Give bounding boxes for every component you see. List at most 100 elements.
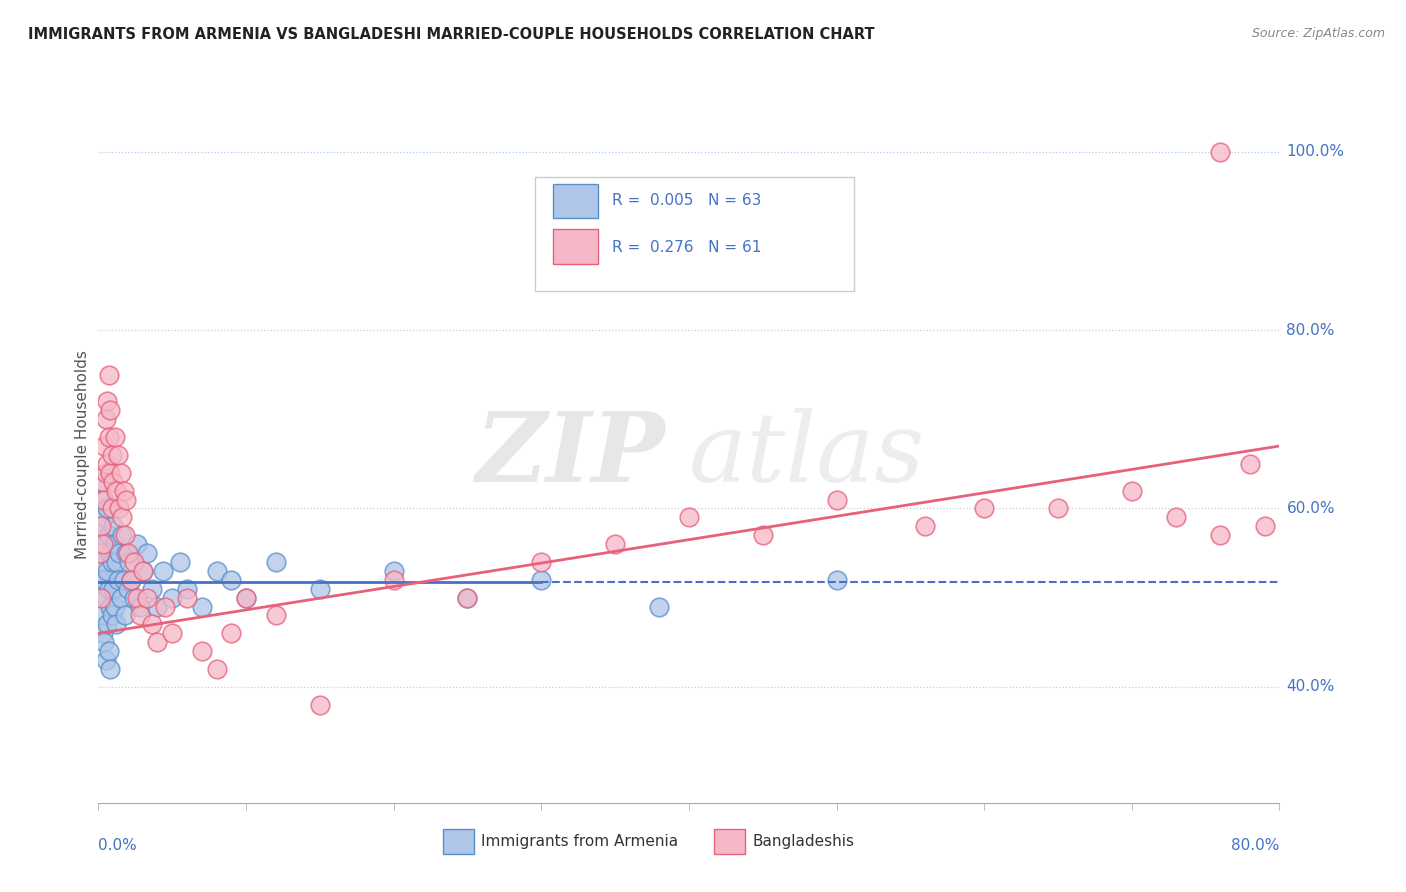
Y-axis label: Married-couple Households: Married-couple Households: [75, 351, 90, 559]
Point: [128, 599, 150, 614]
Point: [382, 564, 405, 578]
Point: [605, 537, 627, 551]
Point: [100, 608, 122, 623]
Point: [132, 564, 155, 578]
Text: 80.0%: 80.0%: [1286, 323, 1334, 337]
Point: [309, 698, 332, 712]
Point: [152, 564, 174, 578]
Text: R =  0.276   N = 61: R = 0.276 N = 61: [612, 240, 762, 255]
Point: [235, 591, 257, 605]
Point: [110, 466, 132, 480]
Point: [90, 546, 112, 560]
Point: [825, 573, 848, 587]
Point: [90, 519, 112, 533]
Point: [111, 528, 134, 542]
Text: Bangladeshis: Bangladeshis: [752, 834, 855, 848]
Point: [100, 555, 122, 569]
Point: [136, 591, 159, 605]
Point: [90, 608, 112, 623]
Point: [91, 492, 114, 507]
Point: [89, 519, 111, 533]
Point: [1046, 501, 1069, 516]
Text: IMMIGRANTS FROM ARMENIA VS BANGLADESHI MARRIED-COUPLE HOUSEHOLDS CORRELATION CHA: IMMIGRANTS FROM ARMENIA VS BANGLADESHI M…: [28, 27, 875, 42]
Point: [914, 519, 936, 533]
Point: [93, 492, 115, 507]
Point: [125, 537, 148, 551]
Point: [136, 546, 159, 560]
Point: [1254, 519, 1277, 533]
Point: [648, 599, 671, 614]
Point: [1121, 483, 1143, 498]
FancyBboxPatch shape: [553, 228, 598, 263]
Point: [94, 412, 117, 426]
Point: [91, 555, 114, 569]
Text: 80.0%: 80.0%: [1232, 838, 1279, 854]
Point: [176, 582, 198, 596]
Point: [96, 617, 118, 632]
Point: [219, 573, 242, 587]
Point: [118, 555, 141, 569]
Point: [122, 555, 145, 569]
Point: [97, 582, 120, 596]
Point: [96, 394, 118, 409]
Point: [108, 501, 131, 516]
Point: [104, 537, 127, 551]
Point: [146, 635, 169, 649]
Point: [1209, 145, 1232, 159]
Point: [97, 368, 120, 382]
Point: [309, 582, 332, 596]
Point: [114, 528, 136, 542]
Point: [264, 608, 287, 623]
Point: [96, 501, 118, 516]
Point: [89, 573, 111, 587]
Point: [1209, 528, 1232, 542]
Point: [141, 617, 163, 632]
Point: [115, 546, 138, 560]
FancyBboxPatch shape: [553, 184, 598, 219]
Point: [107, 573, 129, 587]
Point: [105, 617, 128, 632]
Point: [97, 644, 120, 658]
Text: 60.0%: 60.0%: [1286, 501, 1334, 516]
Point: [96, 457, 118, 471]
Point: [132, 564, 155, 578]
Point: [205, 662, 228, 676]
Point: [117, 546, 139, 560]
Point: [90, 591, 112, 605]
Point: [93, 510, 115, 524]
Point: [825, 492, 848, 507]
Point: [114, 608, 136, 623]
Point: [456, 591, 478, 605]
Point: [103, 582, 125, 596]
Point: [91, 475, 114, 489]
Point: [94, 653, 117, 667]
Point: [112, 573, 135, 587]
Point: [115, 492, 138, 507]
Point: [191, 644, 214, 658]
Point: [219, 626, 242, 640]
FancyBboxPatch shape: [536, 177, 855, 292]
Point: [98, 662, 121, 676]
Point: [973, 501, 995, 516]
Point: [162, 591, 183, 605]
Point: [107, 448, 129, 462]
Point: [1239, 457, 1261, 471]
Text: Immigrants from Armenia: Immigrants from Armenia: [481, 834, 678, 848]
Text: 0.0%: 0.0%: [98, 838, 138, 854]
Point: [93, 439, 115, 453]
Point: [110, 591, 132, 605]
Point: [176, 591, 198, 605]
Point: [94, 466, 117, 480]
Point: [98, 466, 121, 480]
Point: [120, 573, 142, 587]
Point: [264, 555, 287, 569]
Point: [1164, 510, 1187, 524]
Point: [105, 555, 128, 569]
Point: [100, 501, 122, 516]
Point: [128, 608, 150, 623]
Point: [108, 546, 131, 560]
Point: [100, 448, 122, 462]
Point: [97, 528, 120, 542]
Point: [94, 537, 117, 551]
Point: [104, 599, 127, 614]
